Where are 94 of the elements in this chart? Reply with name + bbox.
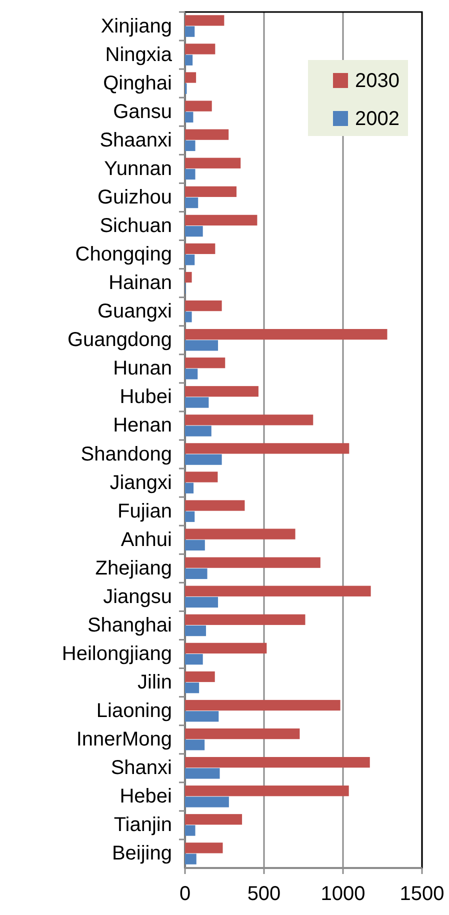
- bar: [185, 214, 258, 226]
- bar: [185, 757, 370, 768]
- x-tick-label: 500: [247, 883, 281, 905]
- y-tick-label: Shanxi: [110, 757, 172, 780]
- bar: [185, 854, 196, 864]
- y-tick-label: Jiangxi: [110, 472, 172, 494]
- bar: [185, 112, 194, 122]
- bar: [185, 786, 349, 796]
- y-tick-label: Qinghai: [103, 72, 172, 94]
- bar: [185, 614, 306, 625]
- y-tick-label: Beijing: [112, 842, 172, 865]
- y-tick-label: Hebei: [120, 786, 172, 808]
- bar: [185, 300, 222, 312]
- y-tick-label: Gansu: [113, 100, 172, 123]
- y-tick-label: Shanghai: [87, 614, 172, 636]
- bar: [185, 168, 196, 180]
- bar: [185, 340, 218, 351]
- bar: [185, 72, 196, 83]
- bar: [185, 472, 218, 482]
- bar: [185, 482, 194, 494]
- bar: [185, 329, 388, 340]
- bar: [185, 100, 212, 112]
- bar: [185, 358, 226, 368]
- bar: [185, 312, 192, 322]
- bar: [185, 254, 195, 266]
- y-tick-label: Ningxia: [105, 44, 173, 66]
- bar: [185, 397, 209, 408]
- bar: [185, 500, 245, 511]
- legend-label: 2030: [355, 70, 400, 92]
- bar: [185, 540, 205, 550]
- y-tick-label: Heilongjiang: [62, 643, 172, 665]
- y-tick-label: Jilin: [138, 672, 172, 694]
- bar: [185, 158, 241, 168]
- y-tick-label: Henan: [113, 414, 172, 437]
- y-tick-label: Tianjin: [114, 814, 172, 836]
- y-tick-label: Chongqing: [75, 244, 172, 266]
- y-tick-label: Shaanxi: [100, 129, 172, 152]
- bar: [185, 654, 203, 665]
- y-tick-label: Shandong: [80, 443, 172, 466]
- y-tick-label: InnerMong: [76, 728, 172, 751]
- bar: [185, 768, 220, 779]
- bar: [185, 414, 314, 426]
- x-tick-label: 0: [179, 883, 191, 905]
- y-tick-label: Zhejiang: [95, 557, 172, 580]
- bar: [185, 557, 320, 568]
- bar: [185, 426, 212, 436]
- bar: [185, 129, 229, 140]
- bar: [185, 596, 218, 608]
- y-tick-label: Xinjiang: [100, 15, 172, 38]
- y-tick-label: Guangxi: [98, 300, 172, 323]
- bar: [185, 796, 229, 808]
- y-tick-label: Fujian: [118, 500, 172, 522]
- bar: [185, 368, 198, 380]
- bar: [185, 386, 258, 397]
- bar: [185, 671, 215, 682]
- bar: [185, 568, 208, 580]
- y-tick-label: Sichuan: [100, 215, 172, 237]
- y-tick-label: Hainan: [108, 272, 172, 294]
- bar: [185, 197, 198, 208]
- y-tick-label: Hubei: [120, 386, 172, 408]
- bar: [185, 814, 242, 825]
- bar: [185, 140, 196, 152]
- bar: [185, 54, 193, 66]
- bar: [185, 625, 206, 636]
- bar: [185, 642, 267, 654]
- bar: [185, 26, 195, 37]
- y-tick-label: Guizhou: [98, 186, 172, 208]
- y-tick-label: Hunan: [113, 358, 172, 380]
- bar: [185, 454, 222, 465]
- bar: [185, 740, 205, 750]
- y-tick-label: Jiangsu: [103, 586, 172, 608]
- bar: [185, 243, 216, 254]
- x-tick-label: 1000: [320, 883, 366, 905]
- bar: [185, 15, 224, 26]
- bar: [185, 711, 219, 722]
- bar: [185, 44, 216, 54]
- bar: [185, 443, 350, 454]
- bar: [185, 586, 371, 596]
- bar: [185, 226, 203, 237]
- y-tick-label: Anhui: [120, 528, 172, 551]
- bar: [185, 825, 196, 836]
- bar: [185, 186, 237, 197]
- y-tick-label: Liaoning: [96, 700, 172, 722]
- x-tick-label: 1500: [400, 883, 444, 905]
- bar: [185, 700, 340, 711]
- legend-label: 2002: [355, 108, 400, 130]
- y-tick-label: Yunnan: [104, 158, 172, 180]
- y-tick-label: Guangdong: [67, 329, 172, 352]
- bar: [185, 272, 192, 283]
- bar: [185, 528, 296, 540]
- bar: [185, 728, 300, 740]
- bar: [185, 511, 195, 522]
- bar: [185, 682, 200, 694]
- bar: [185, 842, 223, 854]
